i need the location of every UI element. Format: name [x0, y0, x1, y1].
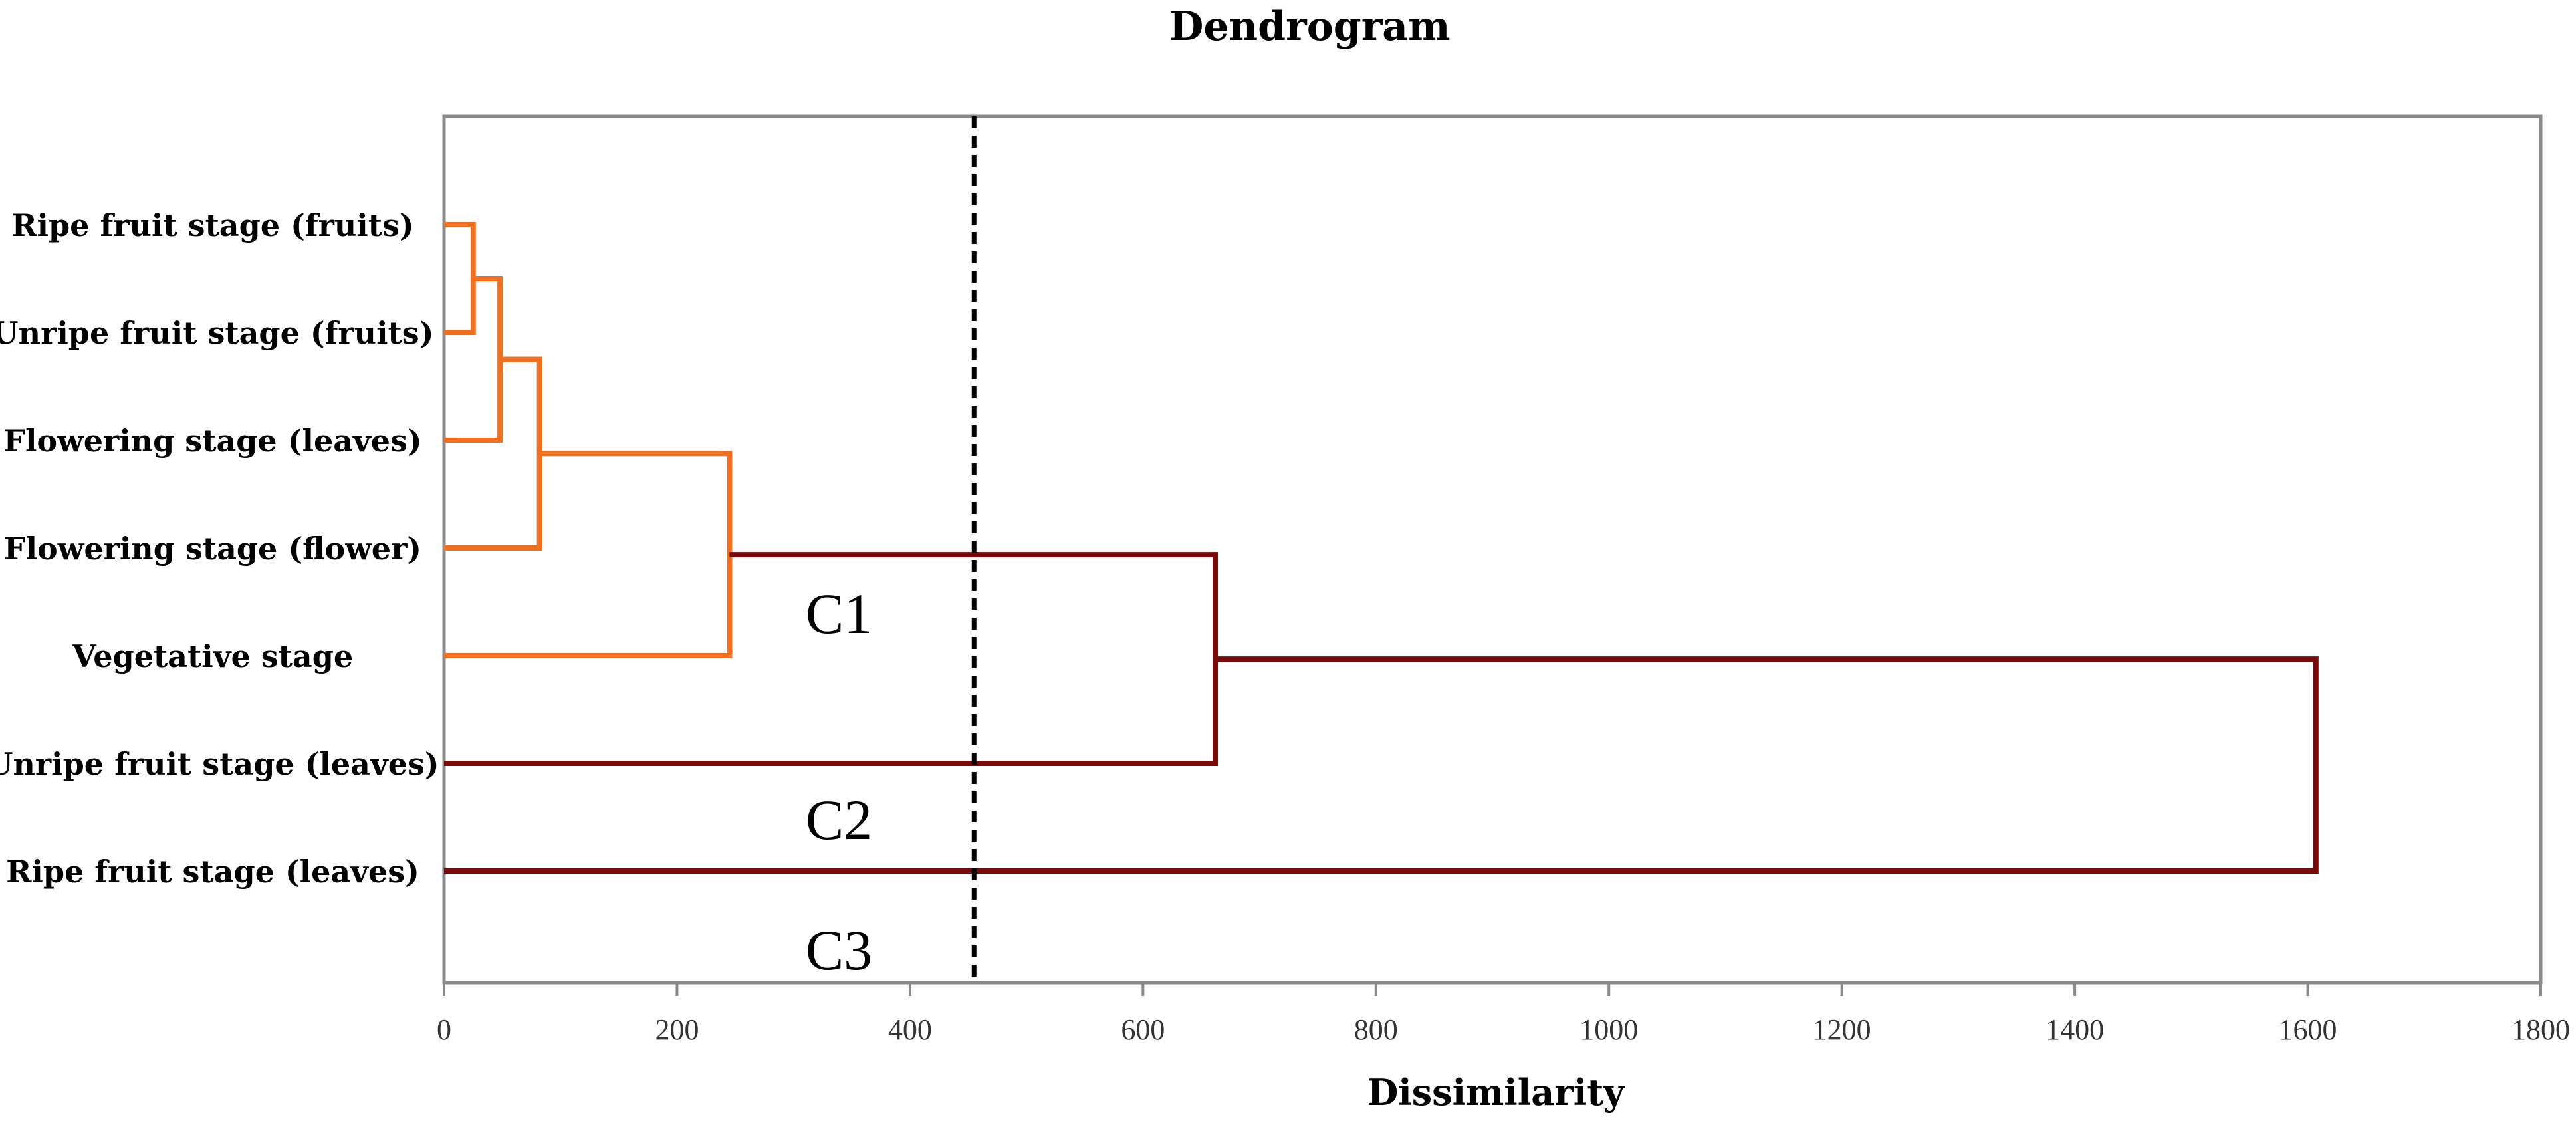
x-axis-label: Dissimilarity	[1367, 1071, 1625, 1114]
leaf-label: Flowering stage (flower)	[4, 531, 421, 566]
x-tick-label: 1200	[1813, 1013, 1871, 1046]
dendrogram-link	[444, 451, 733, 658]
plot-area: 0 200 400 600 800 1000 1200 1400 1600 1800 Ripe fr…	[0, 114, 2570, 1046]
leaf-label: Ripe fruit stage (leaves)	[6, 854, 419, 890]
leaf-label: Unripe fruit stage (leaves)	[0, 746, 439, 782]
x-tick-label: 1800	[2512, 1013, 2570, 1046]
dendrogram-link	[444, 656, 2319, 874]
leaf-label: Unripe fruit stage (fruits)	[0, 315, 433, 351]
x-tick-label: 0	[437, 1013, 451, 1046]
cluster-label: C3	[806, 918, 872, 982]
leaf-label: Flowering stage (leaves)	[3, 423, 421, 459]
leaf-label: Ripe fruit stage (fruits)	[11, 207, 413, 243]
cluster-label: C2	[806, 788, 872, 852]
x-tick-label: 800	[1354, 1013, 1398, 1046]
cluster-label: C1	[806, 582, 872, 646]
dendrogram-link	[444, 552, 1218, 766]
chart-title: Dendrogram	[1169, 3, 1450, 50]
x-tick-label: 200	[655, 1013, 699, 1046]
x-tick-label: 1600	[2279, 1013, 2337, 1046]
dendrogram-link	[444, 356, 542, 551]
x-tick-label: 1000	[1580, 1013, 1638, 1046]
x-tick-label: 600	[1121, 1013, 1165, 1046]
x-tick-label: 400	[888, 1013, 932, 1046]
dendrogram-link	[444, 222, 476, 335]
x-tick-label: 1400	[2046, 1013, 2104, 1046]
plot-frame	[442, 114, 2543, 985]
leaf-label: Vegetative stage	[72, 638, 353, 674]
